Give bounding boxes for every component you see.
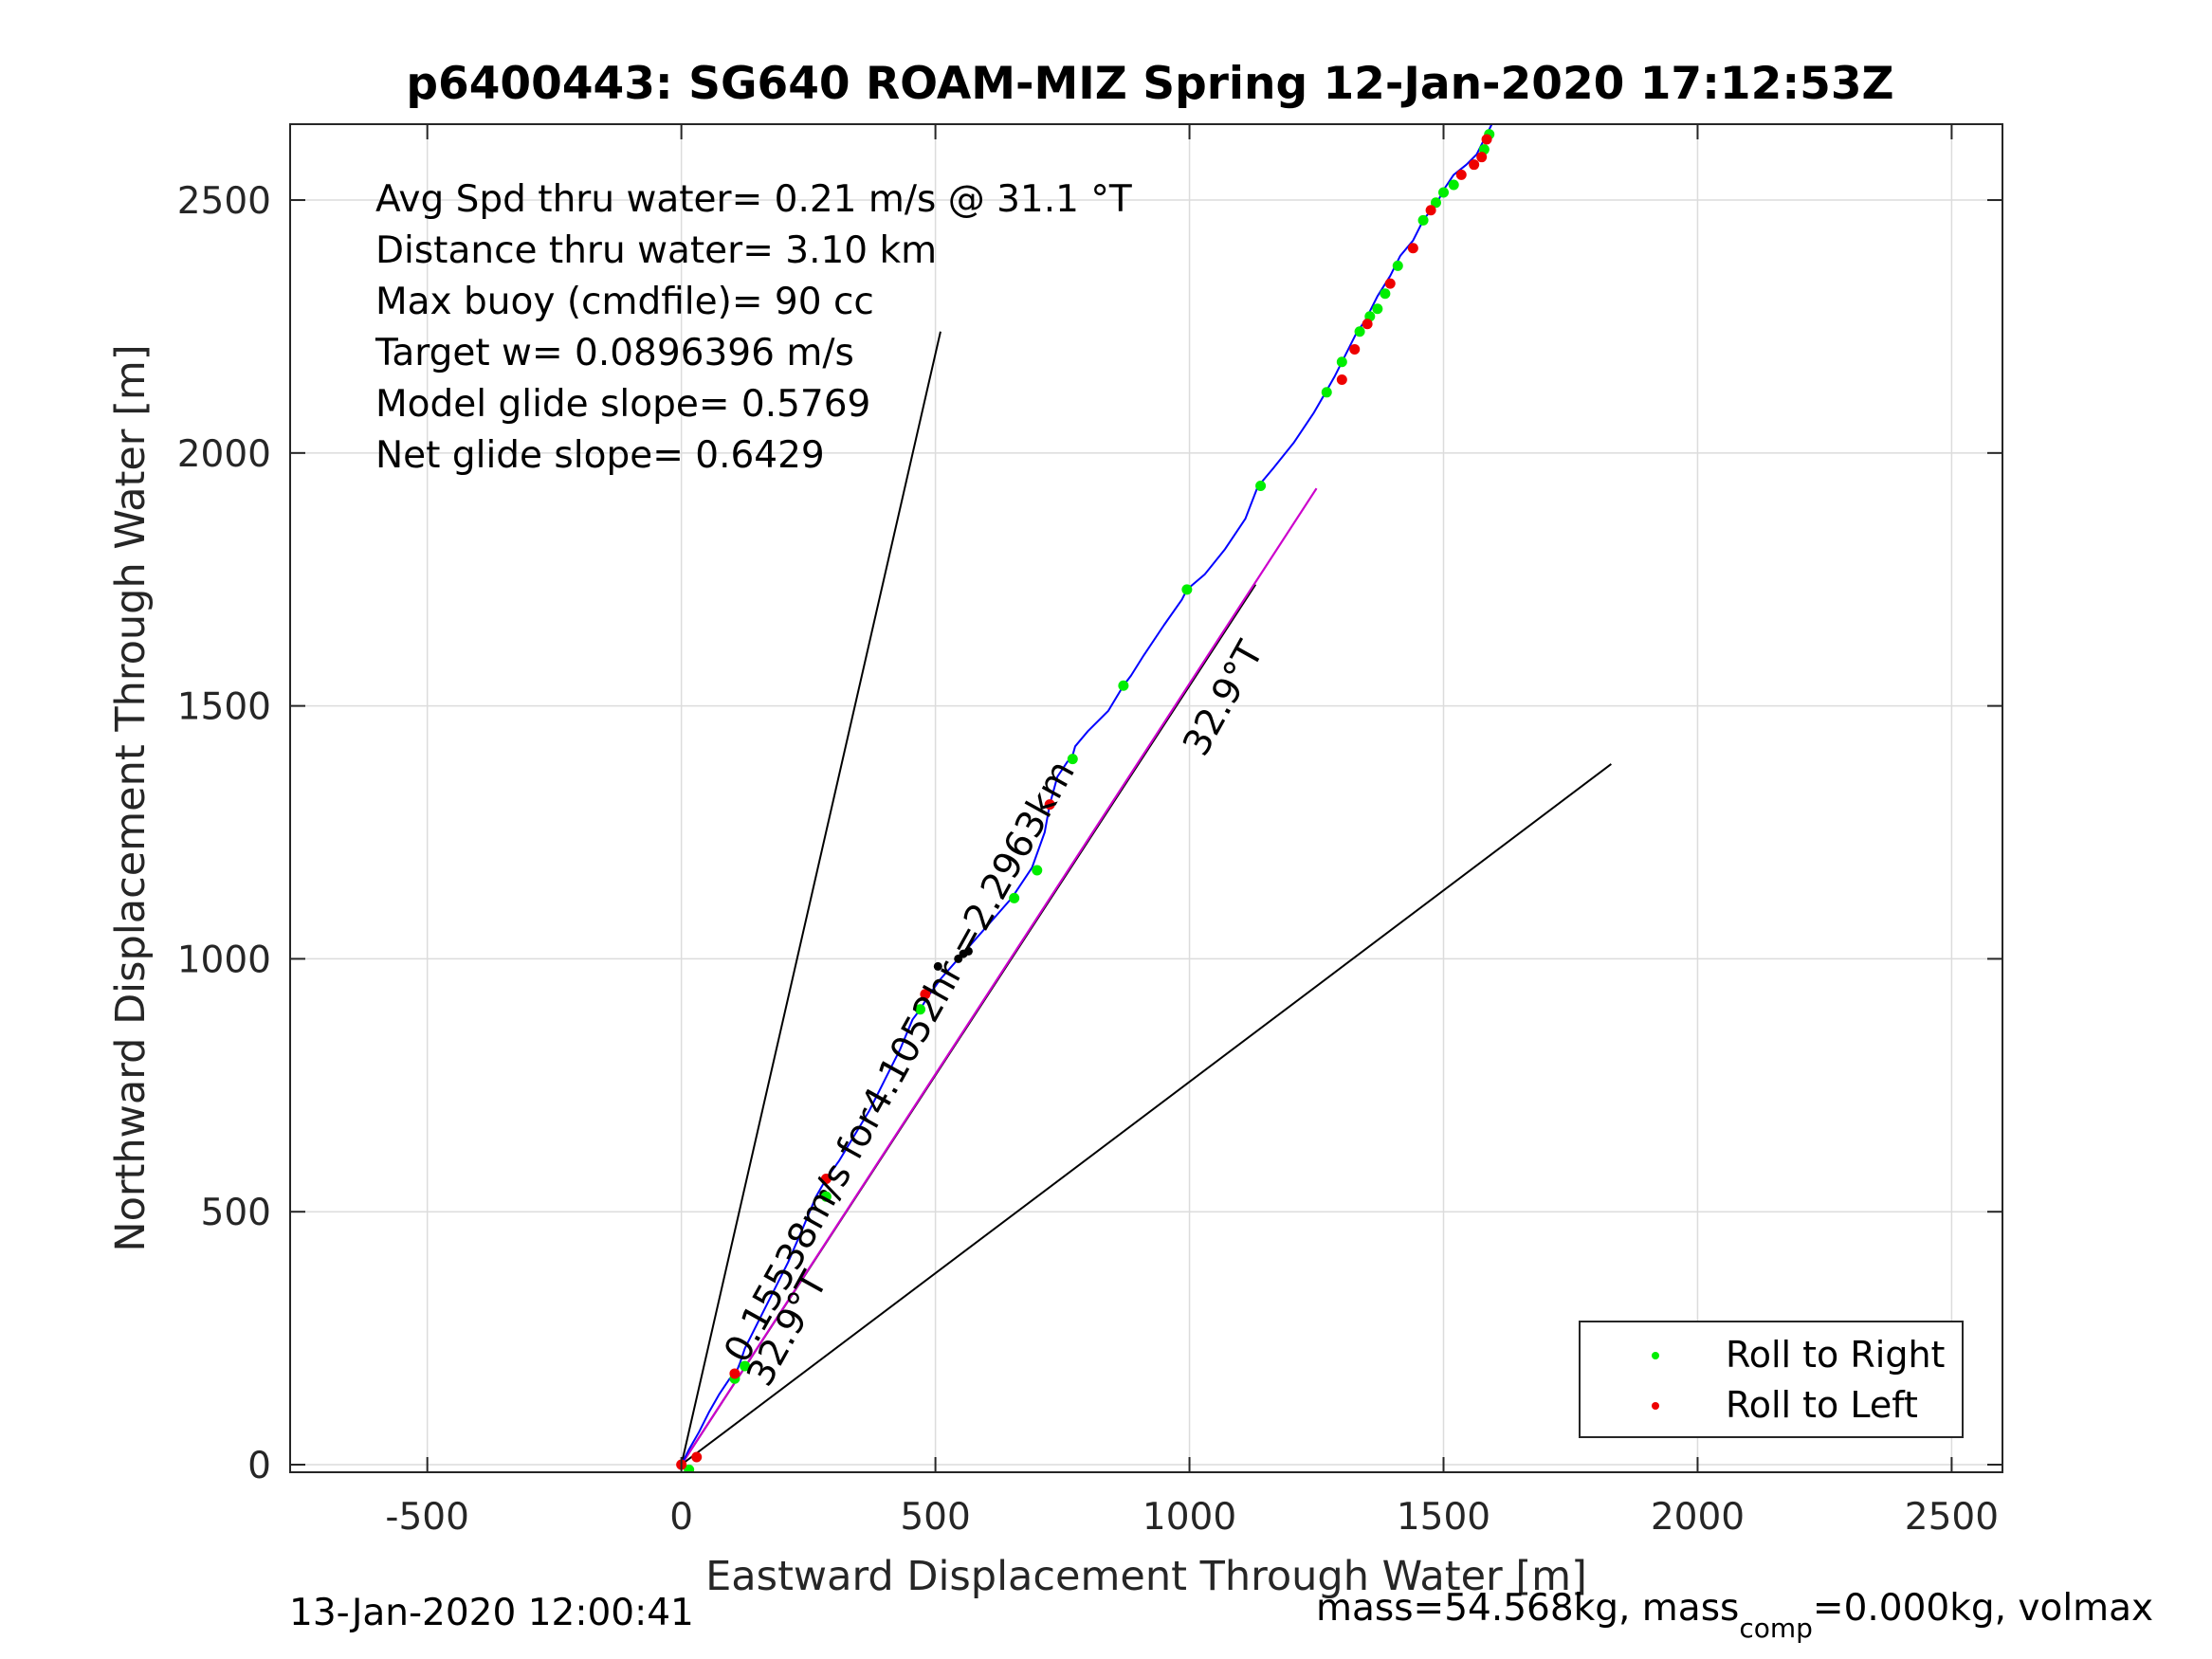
roll-right-point xyxy=(1392,260,1403,271)
chart-title: p6400443: SG640 ROAM-MIZ Spring 12-Jan-2… xyxy=(406,58,1893,110)
roll-right-point xyxy=(1118,680,1129,691)
roll-right-point xyxy=(1009,892,1020,903)
footer-mass-part2: =0.000kg, volmax xyxy=(1813,1587,2153,1630)
roll-left-point xyxy=(920,989,931,1000)
roll-right-point xyxy=(1181,584,1193,595)
roll-right-point xyxy=(1032,865,1043,876)
legend-box xyxy=(1579,1321,1964,1438)
footer-timestamp: 13-Jan-2020 12:00:41 xyxy=(289,1592,694,1634)
footer-mass-sub: comp xyxy=(1739,1613,1813,1644)
roll-right-point xyxy=(1448,179,1459,191)
y-tick-label: 500 xyxy=(201,1192,271,1234)
roll-left-point xyxy=(1349,343,1361,355)
roll-right-point xyxy=(1321,387,1332,398)
x-tick-label: 0 xyxy=(669,1496,693,1539)
roll-right-point xyxy=(1372,303,1383,315)
roll-right-point xyxy=(1255,481,1267,492)
roll-left-point xyxy=(820,1174,832,1185)
roll-left-point xyxy=(1407,243,1418,254)
x-tick-label: -500 xyxy=(385,1496,469,1539)
x-axis-label: Eastward Displacement Through Water [m] xyxy=(705,1553,1587,1600)
roll-left-point xyxy=(1044,799,1055,811)
annotation-max-buoy: Max buoy (cmdfile)= 90 cc xyxy=(375,281,874,323)
roll-right-point xyxy=(1067,754,1078,765)
roll-right-point xyxy=(684,1464,695,1472)
y-tick-label: 2000 xyxy=(177,433,271,476)
annotation-block: Avg Spd thru water= 0.21 m/s @ 31.1 °T D… xyxy=(375,178,1132,477)
roll-right-point xyxy=(915,1004,926,1015)
roll-left-point xyxy=(1425,205,1436,216)
roll-left-point xyxy=(1481,134,1492,145)
plot-frame xyxy=(289,123,2003,1473)
heading-line xyxy=(680,487,1318,1466)
y-tick-label: 2500 xyxy=(177,180,271,223)
annotation-model-glide: Model glide slope= 0.5769 xyxy=(375,383,870,426)
roll-right-point xyxy=(740,1360,751,1372)
x-tick-label: 2000 xyxy=(1651,1496,1745,1539)
grid xyxy=(290,124,2002,1472)
roll-left-point xyxy=(1455,169,1467,180)
y-tick-label: 0 xyxy=(247,1445,271,1487)
annotation-distance: Distance thru water= 3.10 km xyxy=(375,229,937,272)
y-tick-label: 1000 xyxy=(177,939,271,981)
x-tick-label: 1500 xyxy=(1397,1496,1490,1539)
legend-roll-right-marker xyxy=(1652,1352,1659,1359)
plot-area xyxy=(676,124,1612,1472)
legend: Roll to Right Roll to Left xyxy=(1579,1321,1964,1438)
envelope-line-left xyxy=(680,331,941,1466)
roll-left-point xyxy=(1384,278,1396,289)
legend-roll-left-label: Roll to Left xyxy=(1726,1384,1918,1426)
x-tick-label: 500 xyxy=(900,1496,970,1539)
roll-right-point xyxy=(1380,288,1391,300)
annotation-net-glide: Net glide slope= 0.6429 xyxy=(375,434,825,477)
roll-right-point xyxy=(820,1191,832,1202)
black-marker xyxy=(933,961,942,971)
roll-left-point xyxy=(1469,159,1480,171)
roll-left-point xyxy=(1476,152,1488,163)
y-tick-label: 1500 xyxy=(177,686,271,729)
roll-right-point xyxy=(1430,197,1441,209)
roll-left-point xyxy=(691,1451,703,1463)
annotation-avg-speed: Avg Spd thru water= 0.21 m/s @ 31.1 °T xyxy=(375,178,1132,221)
black-marker xyxy=(963,946,973,956)
roll-right-point xyxy=(1336,356,1347,368)
roll-right-point xyxy=(1354,326,1365,337)
roll-left-point xyxy=(1362,319,1373,330)
legend-roll-left-marker xyxy=(1652,1402,1659,1410)
roll-left-point xyxy=(729,1368,740,1379)
x-tick-label: 2500 xyxy=(1905,1496,1999,1539)
ticks: -500 0 500 1000 1500 2000 2500 0 500 1000 1500 2000… xyxy=(177,124,2002,1539)
footer-mass: mass=54.568kg, masscomp=0.000kg, volmax xyxy=(1316,1587,2153,1644)
x-tick-label: 1000 xyxy=(1143,1496,1236,1539)
annotation-target-w: Target w= 0.0896396 m/s xyxy=(375,332,854,374)
legend-roll-right-label: Roll to Right xyxy=(1726,1334,1945,1376)
roll-left-point xyxy=(1336,374,1347,385)
envelope-line-right xyxy=(681,763,1612,1466)
y-axis-label: Northward Displacement Through Water [m] xyxy=(107,344,155,1251)
roll-right-point xyxy=(1438,187,1450,198)
roll-right-point xyxy=(1417,214,1429,226)
footer-mass-part1: mass=54.568kg, mass xyxy=(1316,1587,1739,1630)
